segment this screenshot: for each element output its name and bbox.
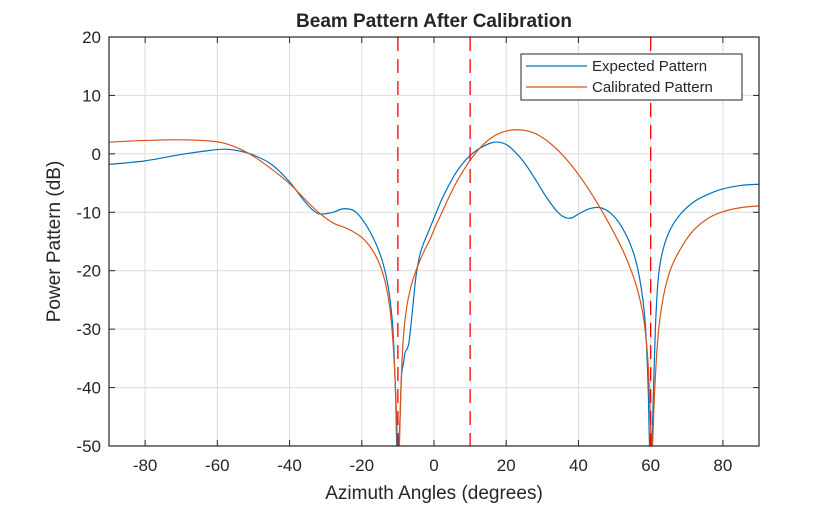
x-tick-label: -20 [349, 456, 374, 475]
y-tick-label: -20 [76, 262, 101, 281]
x-tick-label: 40 [569, 456, 588, 475]
series-line-expected-pattern [109, 141, 759, 446]
axis-ticks [109, 36, 759, 447]
x-tick-label: 80 [713, 456, 732, 475]
axes-box [108, 36, 760, 447]
series-line-calibrated-pattern [109, 129, 759, 446]
reference-lines [397, 37, 652, 446]
legend-label-calibrated: Calibrated Pattern [592, 79, 713, 96]
legend-box [520, 53, 743, 101]
x-tick-label: -60 [205, 456, 230, 475]
y-tick-label: -10 [76, 203, 101, 222]
x-tick-label: 20 [497, 456, 516, 475]
legend-label-expected: Expected Pattern [592, 58, 707, 75]
y-tick-label: 0 [92, 145, 101, 164]
y-tick-label: -30 [76, 320, 101, 339]
y-tick-label: -50 [76, 437, 101, 456]
series-group [109, 129, 759, 446]
chart-title: Beam Pattern After Calibration [296, 11, 572, 32]
y-tick-labels: 20 10 0 -10 -20 -30 -40 -50 [76, 28, 101, 456]
x-tick-label: -40 [277, 456, 302, 475]
x-tick-labels: -80 -60 -40 -20 0 20 40 60 80 [133, 456, 733, 475]
y-tick-label: 20 [82, 28, 101, 47]
x-tick-label: 60 [641, 456, 660, 475]
legend: Expected Pattern Calibrated Pattern [520, 53, 743, 101]
y-tick-label: 10 [82, 86, 101, 105]
x-tick-label: -80 [133, 456, 158, 475]
x-tick-label: 0 [429, 456, 438, 475]
y-tick-label: -40 [76, 379, 101, 398]
y-axis-label: Power Pattern (dB) [44, 161, 65, 323]
x-axis-label: Azimuth Angles (degrees) [325, 483, 543, 504]
